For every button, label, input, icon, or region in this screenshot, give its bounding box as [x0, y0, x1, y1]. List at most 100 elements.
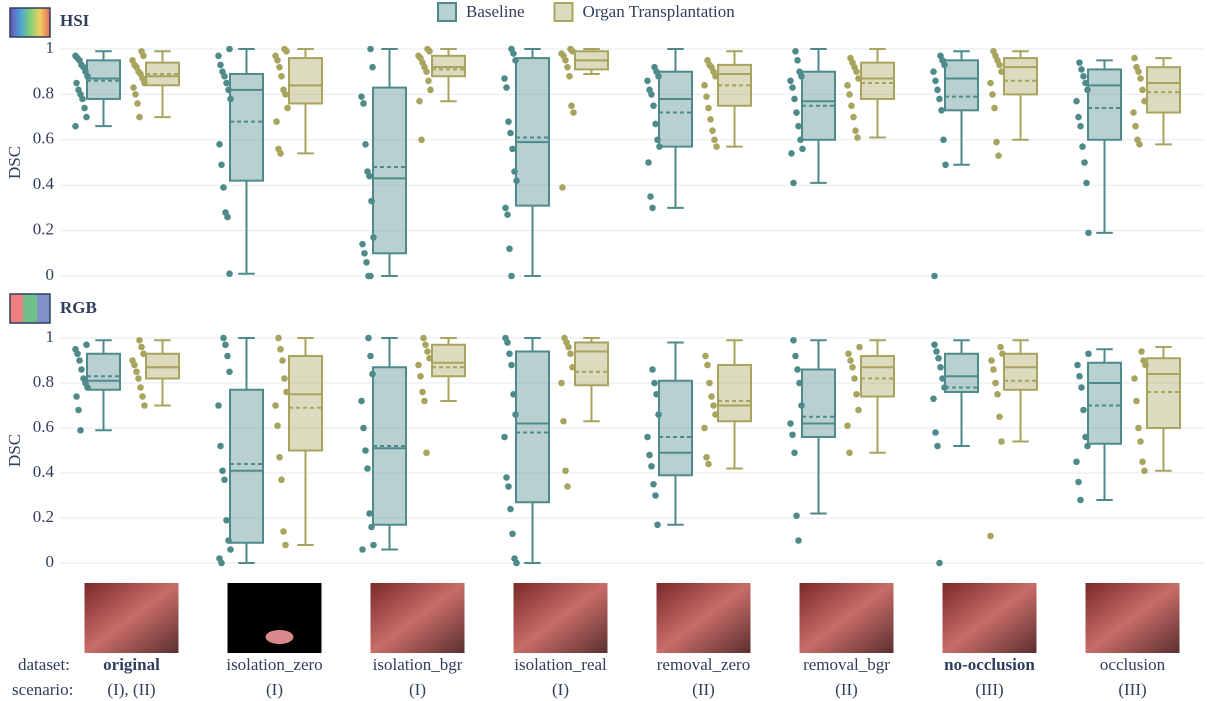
data-point: [134, 100, 141, 107]
data-point: [427, 86, 434, 94]
x-tick-label: isolation_real: [514, 655, 607, 674]
data-point: [226, 45, 233, 53]
data-point: [787, 77, 794, 85]
data-point: [415, 361, 422, 369]
data-point: [507, 505, 514, 513]
box: [86, 59, 121, 100]
data-point: [358, 93, 365, 100]
data-point: [847, 357, 854, 364]
data-point: [281, 375, 288, 382]
data-point: [1132, 122, 1139, 130]
box: [860, 355, 895, 398]
data-point: [420, 334, 427, 342]
data-point: [649, 204, 656, 212]
y-tick-label: 0.8: [33, 83, 54, 102]
box: [431, 54, 466, 78]
data-point: [365, 272, 372, 280]
data-point: [850, 113, 857, 121]
data-point: [133, 368, 140, 376]
data-point: [73, 79, 80, 87]
data-point: [423, 449, 430, 457]
data-point: [570, 109, 577, 116]
data-point: [75, 86, 82, 94]
data-point: [1131, 54, 1138, 62]
data-point: [362, 447, 369, 454]
box: [1003, 352, 1038, 391]
data-point: [508, 45, 515, 53]
data-point: [1140, 357, 1147, 364]
data-point: [934, 86, 941, 94]
thumbnail: [799, 583, 894, 653]
data-point: [795, 537, 802, 544]
data-point: [277, 345, 284, 353]
box: [574, 341, 609, 387]
data-point: [215, 402, 222, 409]
data-point: [218, 161, 225, 169]
data-point: [422, 341, 429, 349]
data-point: [276, 63, 283, 71]
data-point: [220, 334, 227, 342]
data-point: [278, 72, 285, 80]
data-point: [993, 138, 1000, 146]
y-tick-label: 0.4: [33, 174, 55, 193]
data-point: [424, 348, 431, 355]
data-point: [1081, 159, 1088, 166]
data-point: [415, 52, 422, 60]
y-tick-label: 0.6: [33, 417, 54, 436]
data-point: [1133, 63, 1140, 71]
data-point: [364, 168, 371, 175]
data-point: [222, 341, 229, 349]
data-point: [501, 75, 508, 82]
data-point: [506, 350, 513, 358]
data-point: [137, 384, 144, 391]
box: [1146, 357, 1181, 429]
data-point: [132, 91, 139, 98]
data-point: [646, 451, 653, 459]
box: [515, 350, 550, 504]
data-point: [1079, 143, 1086, 150]
data-point: [1075, 113, 1082, 121]
thumbnail-organ: [265, 630, 294, 644]
data-point: [1080, 72, 1087, 80]
data-point: [650, 102, 657, 110]
data-point: [702, 352, 709, 360]
data-point: [930, 68, 937, 75]
data-point: [1130, 109, 1137, 116]
box: [658, 379, 693, 477]
data-point: [789, 431, 796, 439]
data-point: [359, 240, 366, 248]
legend-swatch: [437, 2, 457, 22]
data-point: [560, 417, 567, 425]
data-point: [72, 345, 79, 353]
box: [288, 355, 323, 452]
box: [1087, 68, 1122, 141]
data-point: [83, 113, 90, 121]
data-point: [987, 79, 994, 87]
data-point: [989, 91, 996, 98]
box: [86, 352, 121, 391]
data-point: [849, 363, 856, 371]
data-point: [217, 442, 224, 450]
data-point: [78, 366, 85, 373]
data-point: [1073, 97, 1080, 105]
data-point: [704, 57, 711, 64]
data-point: [138, 343, 145, 351]
panel-title: HSI: [60, 11, 90, 30]
data-point: [1138, 348, 1145, 355]
data-point: [647, 193, 654, 200]
data-point: [416, 97, 423, 105]
data-point: [278, 476, 285, 484]
data-point: [562, 467, 569, 475]
data-point: [793, 109, 800, 116]
data-point: [139, 393, 146, 400]
data-point: [220, 184, 227, 191]
data-point: [703, 453, 710, 461]
data-point: [501, 433, 508, 441]
data-point: [855, 406, 862, 414]
data-point: [509, 530, 516, 538]
data-point: [713, 143, 720, 150]
data-point: [222, 209, 229, 216]
data-point: [995, 152, 1002, 159]
data-point: [418, 136, 425, 144]
